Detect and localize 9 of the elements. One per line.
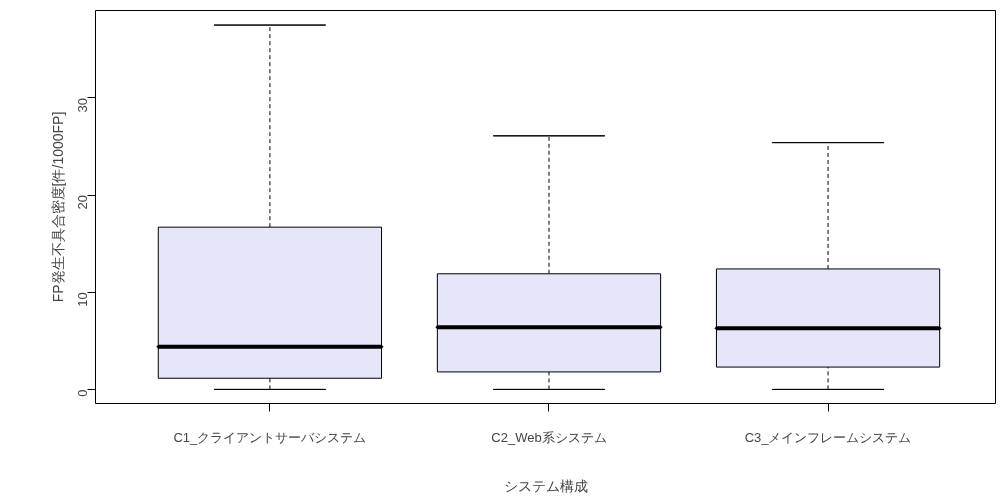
y-tick-label: 20 — [75, 195, 90, 210]
y-tick-label: 0 — [75, 389, 90, 397]
x-tick-label: C1_クライアントサーバシステム — [173, 429, 367, 445]
x-tick-label: C2_Web系システム — [491, 429, 607, 445]
y-axis-title: FP発生不具合密度[件/1000FP] — [49, 111, 66, 303]
y-tick-label: 30 — [75, 97, 90, 113]
y-tick-label: 10 — [75, 292, 90, 307]
x-axis-title: システム構成 — [503, 477, 588, 494]
x-tick-label: C3_メインフレームシステム — [744, 429, 912, 445]
